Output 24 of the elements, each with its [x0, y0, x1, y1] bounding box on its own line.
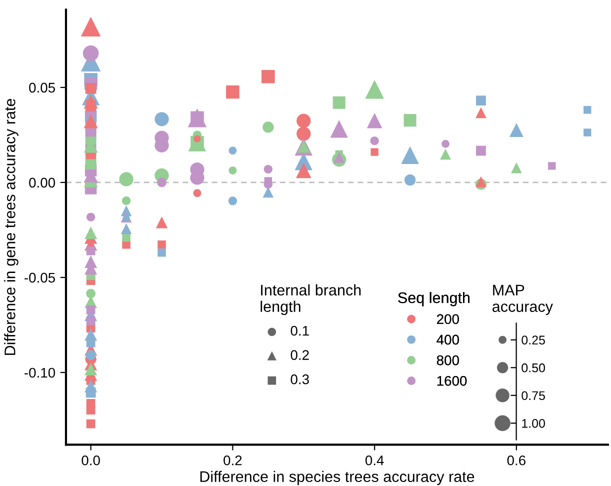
legend-label: 400 — [436, 334, 459, 345]
x-tick-label: 0.6 — [507, 455, 526, 466]
legend-label: 1.00 — [522, 418, 545, 428]
y-tick-label: 0.05 — [29, 82, 55, 93]
annotation: 0.3 — [290, 374, 309, 384]
legend-label: 0.50 — [522, 363, 545, 372]
legend-label: 0.75 — [522, 391, 545, 400]
legend-label: 800 — [436, 355, 459, 366]
y-tick-label: -0.10 — [24, 368, 56, 378]
legend-label: 1600 — [437, 376, 467, 386]
x-tick-label: 0.0 — [82, 455, 100, 466]
legend-title: Seq length — [398, 292, 470, 306]
x-tick-label: 0.4 — [365, 455, 384, 466]
x-axis-title: Difference in species trees accuracy rate — [200, 470, 474, 486]
annotation: 0.2 — [290, 350, 309, 360]
y-tick-label: -0.05 — [24, 272, 55, 283]
annotation: MAP accuracy — [492, 284, 553, 316]
annotation: 0.1 — [290, 326, 309, 336]
legend-label: 0.25 — [522, 336, 545, 345]
legend-label: 200 — [437, 314, 459, 324]
y-tick-label: 0.00 — [29, 178, 56, 188]
x-tick-label: 0.2 — [224, 455, 242, 466]
y-axis-title: Difference in gene trees accuracy rate — [4, 98, 18, 355]
annotation: Internal branch length — [260, 284, 361, 316]
